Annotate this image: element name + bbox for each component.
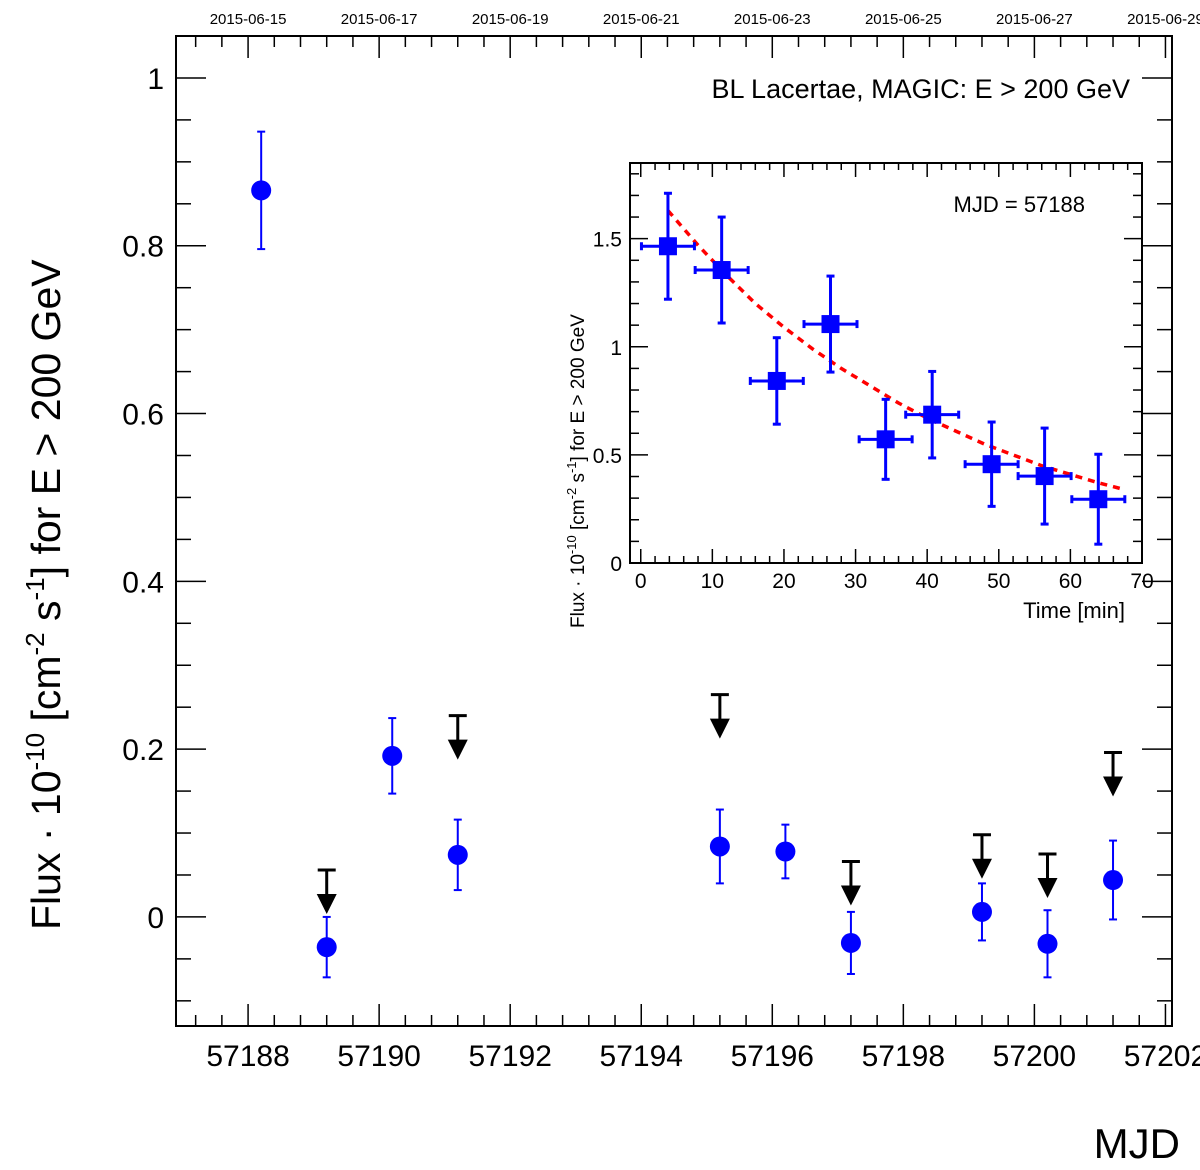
inset-x-axis-label: Time [min] — [1023, 598, 1125, 623]
main-plot-frame — [175, 35, 1173, 1027]
inset-flux-point — [712, 261, 731, 280]
flux-point — [840, 932, 861, 953]
main-y-axis-label: Flux · 10-10 [cm-2 s-1] for E > 200 GeV — [20, 259, 69, 930]
x-tick-label: 57196 — [731, 1040, 814, 1073]
top-date-label: 2015-06-19 — [472, 11, 549, 28]
inset-y-tick-label: 0.5 — [593, 445, 622, 468]
x-tick-label: 57188 — [206, 1040, 289, 1073]
top-date-label: 2015-06-17 — [341, 11, 418, 28]
flux-point — [316, 937, 337, 958]
inset-flux-point — [1089, 490, 1108, 509]
flux-point — [709, 836, 730, 857]
inset-x-tick-label: 50 — [987, 570, 1010, 593]
inset-flux-point — [982, 455, 1001, 474]
y-tick-label: 0.2 — [122, 734, 164, 767]
top-date-label: 2015-06-25 — [865, 11, 942, 28]
top-date-label: 2015-06-29 — [1127, 11, 1200, 28]
upper-limit-arrow — [709, 718, 730, 739]
inset-flux-point — [767, 371, 786, 390]
inset-x-tick-label: 60 — [1059, 570, 1082, 593]
x-tick-label: 57200 — [993, 1040, 1076, 1073]
inset-y-axis-label: Flux · 10-10 [cm-2 s-1] for E > 200 GeV — [564, 314, 589, 628]
y-tick-label: 1 — [147, 63, 164, 96]
upper-limit-arrow — [447, 739, 468, 760]
upper-limit-arrow — [971, 858, 992, 879]
upper-limit-arrow — [1103, 776, 1124, 797]
inset-title: MJD = 57188 — [954, 192, 1085, 217]
inset-x-tick-label: 70 — [1130, 570, 1153, 593]
inset-y-tick-label: 1.5 — [593, 229, 622, 252]
upper-limit-arrow — [1037, 878, 1058, 899]
inset-flux-point — [876, 430, 895, 449]
inset-y-tick-label: 1 — [610, 337, 622, 360]
inset-x-tick-label: 30 — [844, 570, 867, 593]
inset-y-tick-label: 0 — [610, 553, 622, 576]
main-x-axis-label: MJD — [1094, 1120, 1180, 1167]
upper-limit-arrow — [316, 893, 337, 914]
y-tick-label: 0.6 — [122, 399, 164, 432]
x-tick-label: 57192 — [468, 1040, 551, 1073]
y-tick-label: 0 — [147, 902, 164, 935]
top-date-label: 2015-06-21 — [603, 11, 680, 28]
inset-data-points — [639, 191, 1127, 546]
flux-point — [775, 841, 796, 862]
y-tick-label: 0.8 — [122, 231, 164, 264]
x-tick-label: 57198 — [862, 1040, 945, 1073]
inset-x-tick-label: 0 — [635, 570, 647, 593]
main-axis-ticks: 57188 57190 57192 57194 57196 57198 57200 57202… — [122, 11, 1200, 1073]
main-plot-title: BL Lacertae, MAGIC: E > 200 GeV — [712, 74, 1130, 104]
top-date-label: 2015-06-23 — [734, 11, 811, 28]
inset-flux-point — [658, 237, 677, 256]
inset-x-tick-label: 40 — [915, 570, 938, 593]
flux-point — [447, 844, 468, 865]
inset-x-tick-label: 10 — [701, 570, 724, 593]
upper-limit-arrow — [840, 885, 861, 906]
top-date-label: 2015-06-15 — [210, 11, 287, 28]
inset-flux-point — [1035, 467, 1054, 486]
flux-point — [1037, 933, 1058, 954]
inset-flux-point — [821, 315, 840, 334]
inset-axis-ticks: 0 10 20 30 40 50 60 70 0 0.5 1 1.5 — [593, 163, 1154, 593]
flux-point — [382, 745, 403, 766]
inset-x-tick-label: 20 — [772, 570, 795, 593]
main-data-points — [251, 130, 1124, 979]
inset-plot-frame — [629, 162, 1143, 564]
inset-flux-point — [923, 405, 942, 424]
flux-point — [1103, 870, 1124, 891]
top-date-label: 2015-06-27 — [996, 11, 1073, 28]
flux-point — [971, 901, 992, 922]
y-tick-label: 0.4 — [122, 566, 164, 599]
x-tick-label: 57190 — [337, 1040, 420, 1073]
flux-point — [251, 180, 272, 201]
x-tick-label: 57202 — [1124, 1040, 1200, 1073]
x-tick-label: 57194 — [600, 1040, 683, 1073]
